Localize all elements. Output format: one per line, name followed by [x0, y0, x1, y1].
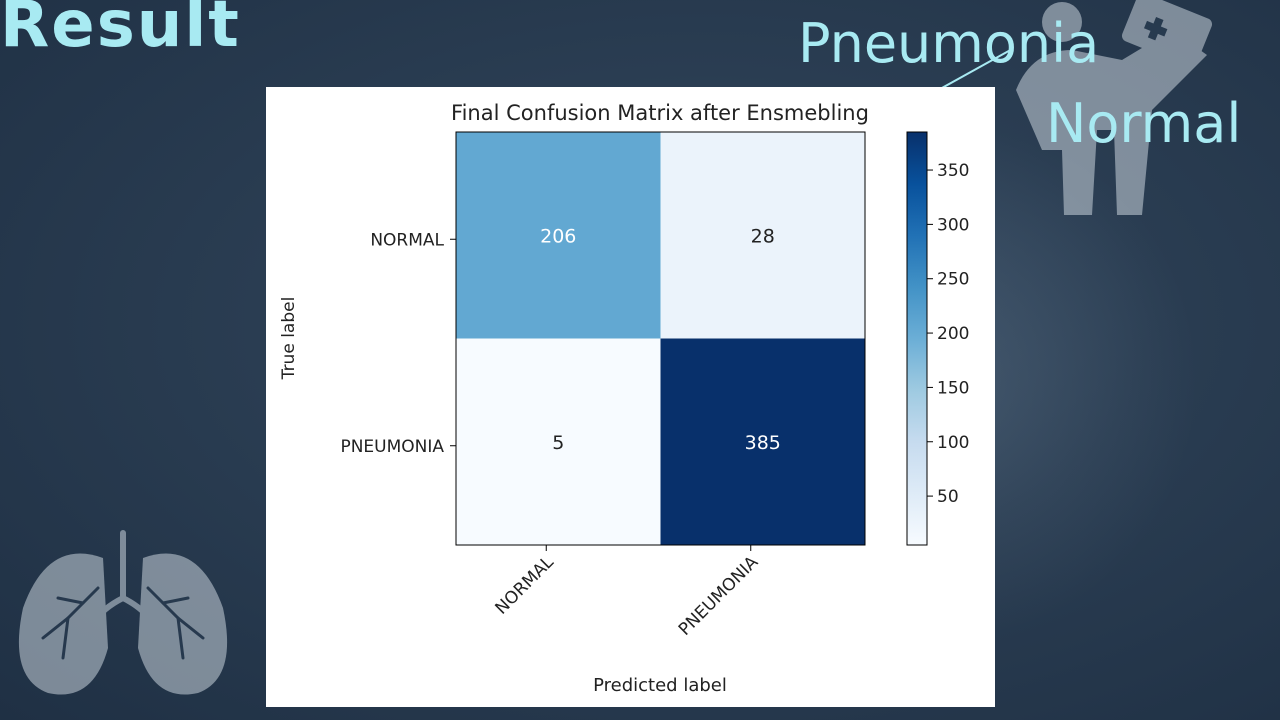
matrix-frame [455, 131, 866, 546]
badge-normal-text: Normal [1046, 92, 1242, 155]
x-axis-label: Predicted label [593, 675, 727, 696]
cell-value-label: 385 [745, 432, 781, 454]
matrix-cell [660, 132, 865, 339]
lungs-icon [18, 530, 228, 695]
matrix-cell-labels: 206 28 5 385 [540, 225, 781, 454]
badge-pneumonia-text: Pneumonia [798, 12, 1100, 75]
doctor-icon [1016, 0, 1213, 215]
matrix-cell [456, 338, 661, 545]
cell-value-label: 28 [751, 225, 775, 247]
colorbar-ticks: 50 100 150 200 250 300 350 [927, 161, 969, 507]
x-axis-ticks: NORMAL PNEUMONIA [492, 545, 763, 640]
x-tick-label: PNEUMONIA [675, 552, 763, 640]
slide-title: Result [0, 0, 241, 62]
y-axis-ticks: NORMAL PNEUMONIA [340, 230, 456, 457]
x-tick-label: NORMAL [492, 552, 559, 619]
colorbar-tick-label: 150 [937, 378, 969, 398]
colorbar-tick-label: 50 [937, 487, 959, 507]
chart-title: Final Confusion Matrix after Ensmebling [451, 101, 869, 125]
cell-value-label: 5 [552, 432, 564, 454]
matrix-cell [456, 132, 661, 339]
confusion-matrix-svg: Final Confusion Matrix after Ensmebling … [279, 101, 969, 696]
y-tick-label: NORMAL [370, 230, 444, 250]
colorbar-tick-label: 250 [937, 270, 969, 290]
colorbar-tick-label: 300 [937, 215, 969, 235]
colorbar-tick-label: 100 [937, 433, 969, 453]
colorbar [906, 131, 928, 546]
colorbar-tick-label: 200 [937, 324, 969, 344]
confusion-matrix-chart: Final Confusion Matrix after Ensmebling … [266, 87, 995, 707]
y-axis-label: True label [279, 297, 299, 381]
y-tick-label: PNEUMONIA [340, 437, 444, 457]
cell-value-label: 206 [540, 225, 576, 247]
matrix-cells [456, 132, 865, 545]
matrix-cell [660, 338, 865, 545]
colorbar-tick-label: 350 [937, 161, 969, 181]
